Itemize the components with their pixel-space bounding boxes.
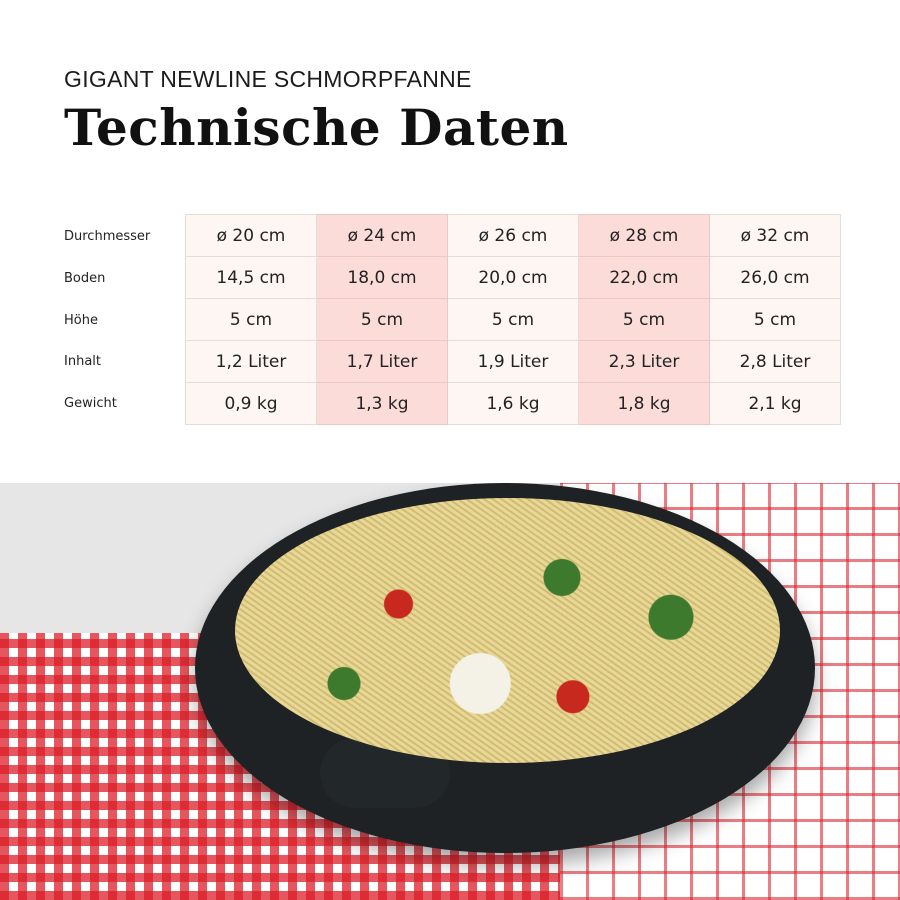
pasta-dish xyxy=(235,498,780,763)
row-label-inhalt: Inhalt xyxy=(64,354,101,370)
table-cell: 0,9 kg xyxy=(185,382,317,425)
table-cell: 20,0 cm xyxy=(447,256,579,299)
table-cell: 2,1 kg xyxy=(709,382,841,425)
table-cell: 5 cm xyxy=(316,298,448,341)
table-cell: ø 28 cm xyxy=(578,214,710,257)
table-cell: 5 cm xyxy=(447,298,579,341)
table-cell: ø 24 cm xyxy=(316,214,448,257)
table-cell: 5 cm xyxy=(709,298,841,341)
table-row: 5 cm 5 cm 5 cm 5 cm 5 cm xyxy=(185,298,841,341)
table-cell: 1,6 kg xyxy=(447,382,579,425)
page-title: Technische Daten xyxy=(64,98,569,157)
product-photo xyxy=(0,483,900,900)
row-label-gewicht: Gewicht xyxy=(64,396,117,412)
table-row: 1,2 Liter 1,7 Liter 1,9 Liter 2,3 Liter 2,8 … xyxy=(185,340,841,383)
row-label-durchmesser: Durchmesser xyxy=(64,229,151,244)
table-cell: 1,2 Liter xyxy=(185,340,317,383)
row-labels: Durchmesser Boden Höhe Inhalt Gewicht xyxy=(64,214,150,423)
table-cell: 5 cm xyxy=(578,298,710,341)
table-cell: ø 20 cm xyxy=(185,214,317,257)
specs-table: ø 20 cm ø 24 cm ø 26 cm ø 28 cm ø 32 cm 14,5 … xyxy=(185,214,841,425)
table-row: 0,9 kg 1,3 kg 1,6 kg 1,8 kg 2,1 kg xyxy=(185,382,841,425)
row-label-hoehe: Höhe xyxy=(64,312,98,328)
table-cell: 26,0 cm xyxy=(709,256,841,299)
table-cell: 1,8 kg xyxy=(578,382,710,425)
row-label-boden: Boden xyxy=(64,270,106,286)
table-cell: 2,8 Liter xyxy=(709,340,841,383)
table-cell: ø 26 cm xyxy=(447,214,579,257)
table-row: ø 20 cm ø 24 cm ø 26 cm ø 28 cm ø 32 cm xyxy=(185,214,841,257)
table-cell: 18,0 cm xyxy=(316,256,448,299)
table-cell: 1,3 kg xyxy=(316,382,448,425)
table-cell: 14,5 cm xyxy=(185,256,317,299)
table-cell: 2,3 Liter xyxy=(578,340,710,383)
table-cell: 1,7 Liter xyxy=(316,340,448,383)
table-cell: 1,9 Liter xyxy=(447,340,579,383)
product-name: GIGANT NEWLINE SCHMORPFANNE xyxy=(64,66,472,92)
table-cell: ø 32 cm xyxy=(709,214,841,257)
table-row: 14,5 cm 18,0 cm 20,0 cm 22,0 cm 26,0 cm xyxy=(185,256,841,299)
table-cell: 22,0 cm xyxy=(578,256,710,299)
table-cell: 5 cm xyxy=(185,298,317,341)
